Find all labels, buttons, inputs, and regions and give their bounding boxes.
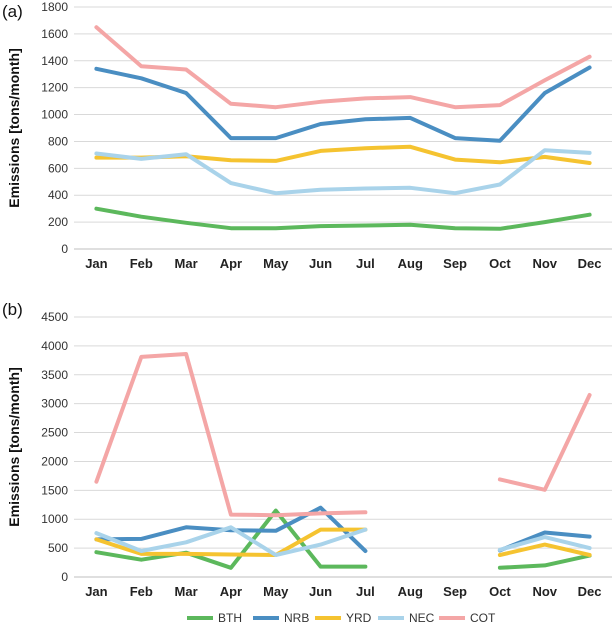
- panel-b-x-tick-feb: Feb: [130, 584, 153, 599]
- legend: BTH NRB YRD NEC COT: [187, 611, 496, 625]
- panel-a-x-tick-feb: Feb: [130, 256, 153, 271]
- panel-b-x-tick-may: May: [263, 584, 289, 599]
- panel-b-y-tick-label: 500: [48, 541, 68, 555]
- panel-a-x-tick-apr: Apr: [220, 256, 242, 271]
- panel-a-x-tick-jul: Jul: [356, 256, 375, 271]
- panel-a-x-tick-jan: Jan: [85, 256, 107, 271]
- panel-b-y-axis-title: Emissions [tons/month]: [6, 367, 22, 526]
- panel-b-x-tick-jul: Jul: [356, 584, 375, 599]
- panel-b-series-bth-line-1: [497, 553, 592, 570]
- panel-b-series-bth-line-0: [94, 508, 368, 570]
- legend-item-cot: COT: [439, 611, 496, 625]
- panel-b-y-tick-label: 4000: [41, 339, 68, 353]
- panel-a-y-tick-label: 1800: [41, 0, 68, 14]
- panel-a-series-nrb-line-0: [94, 65, 592, 143]
- panel-b-x-tick-apr: Apr: [220, 584, 242, 599]
- legend-label-nec: NEC: [409, 611, 435, 625]
- panel-a-label: (a): [2, 2, 23, 21]
- panel-b-y-tick-label: 3500: [41, 368, 68, 382]
- legend-label-cot: COT: [470, 611, 496, 625]
- legend-item-bth: BTH: [187, 611, 242, 625]
- legend-label-nrb: NRB: [284, 611, 309, 625]
- panel-b-series-yrd-line-1: [497, 542, 592, 557]
- panel-b-x-tick-oct: Oct: [489, 584, 511, 599]
- panel-b-x-tick-nov: Nov: [532, 584, 557, 599]
- panel-b-y-tick-label: 4500: [41, 310, 68, 324]
- panel-b-y-tick-label: 2500: [41, 426, 68, 440]
- panel-a-y-tick-label: 1200: [41, 81, 68, 95]
- panel-b-series-cot-line-1: [497, 393, 592, 492]
- panel-a-y-tick-label: 600: [48, 161, 68, 175]
- panel-b-series-cot-line-0: [94, 352, 368, 518]
- panel-b-series-nec-line-1: [497, 535, 592, 552]
- panel-b-series-nec-line-0: [94, 525, 368, 557]
- panel-a-y-tick-label: 800: [48, 134, 68, 148]
- panel-a-y-tick-label: 1400: [41, 54, 68, 68]
- panel-a-x-tick-dec: Dec: [578, 256, 602, 271]
- panel-a-x-tick-aug: Aug: [398, 256, 423, 271]
- panel-a-y-tick-label: 1000: [41, 108, 68, 122]
- panel-a-x-tick-mar: Mar: [175, 256, 198, 271]
- panel-a: (a) Emissions [tons/month] 0 200 400 600 800…: [2, 0, 612, 271]
- panel-a-y-axis-title: Emissions [tons/month]: [6, 48, 22, 207]
- legend-label-bth: BTH: [218, 611, 242, 625]
- panel-a-series-nec-line-0: [94, 148, 592, 196]
- panel-b-y-tick-label: 1500: [41, 483, 68, 497]
- panel-b-x-tick-sep: Sep: [443, 584, 467, 599]
- panel-b-x-tick-jun: Jun: [309, 584, 332, 599]
- panel-b-x-tick-dec: Dec: [578, 584, 602, 599]
- panel-a-x-tick-oct: Oct: [489, 256, 511, 271]
- legend-label-yrd: YRD: [346, 611, 372, 625]
- panel-b-label: (b): [2, 300, 23, 319]
- panel-b-y-tick-label: 2000: [41, 454, 68, 468]
- panel-b-x-tick-jan: Jan: [85, 584, 107, 599]
- legend-item-nrb: NRB: [253, 611, 309, 625]
- panel-b-x-tick-aug: Aug: [398, 584, 423, 599]
- panel-a-series-bth-line-0: [94, 206, 592, 231]
- panel-a-y-tick-label: 0: [61, 242, 68, 256]
- panel-a-x-tick-sep: Sep: [443, 256, 467, 271]
- panel-b-y-tick-label: 0: [61, 570, 68, 584]
- panel-a-x-tick-may: May: [263, 256, 289, 271]
- panel-b-y-tick-label: 3000: [41, 397, 68, 411]
- panel-b-series-nrb-line-0: [94, 505, 368, 553]
- legend-item-nec: NEC: [378, 611, 435, 625]
- panel-a-x-tick-jun: Jun: [309, 256, 332, 271]
- panel-b: (b) Emissions [tons/month] 0 500 1000 1500 2…: [2, 300, 612, 599]
- legend-item-yrd: YRD: [315, 611, 372, 625]
- panel-b-series-yrd-line-0: [94, 527, 368, 557]
- panel-a-y-tick-label: 400: [48, 188, 68, 202]
- panel-b-x-tick-mar: Mar: [175, 584, 198, 599]
- panel-a-x-tick-nov: Nov: [532, 256, 557, 271]
- panel-b-y-tick-label: 1000: [41, 512, 68, 526]
- panel-a-y-tick-label: 200: [48, 215, 68, 229]
- panel-a-series-cot-line-0: [94, 25, 592, 110]
- panel-a-y-tick-label: 1600: [41, 27, 68, 41]
